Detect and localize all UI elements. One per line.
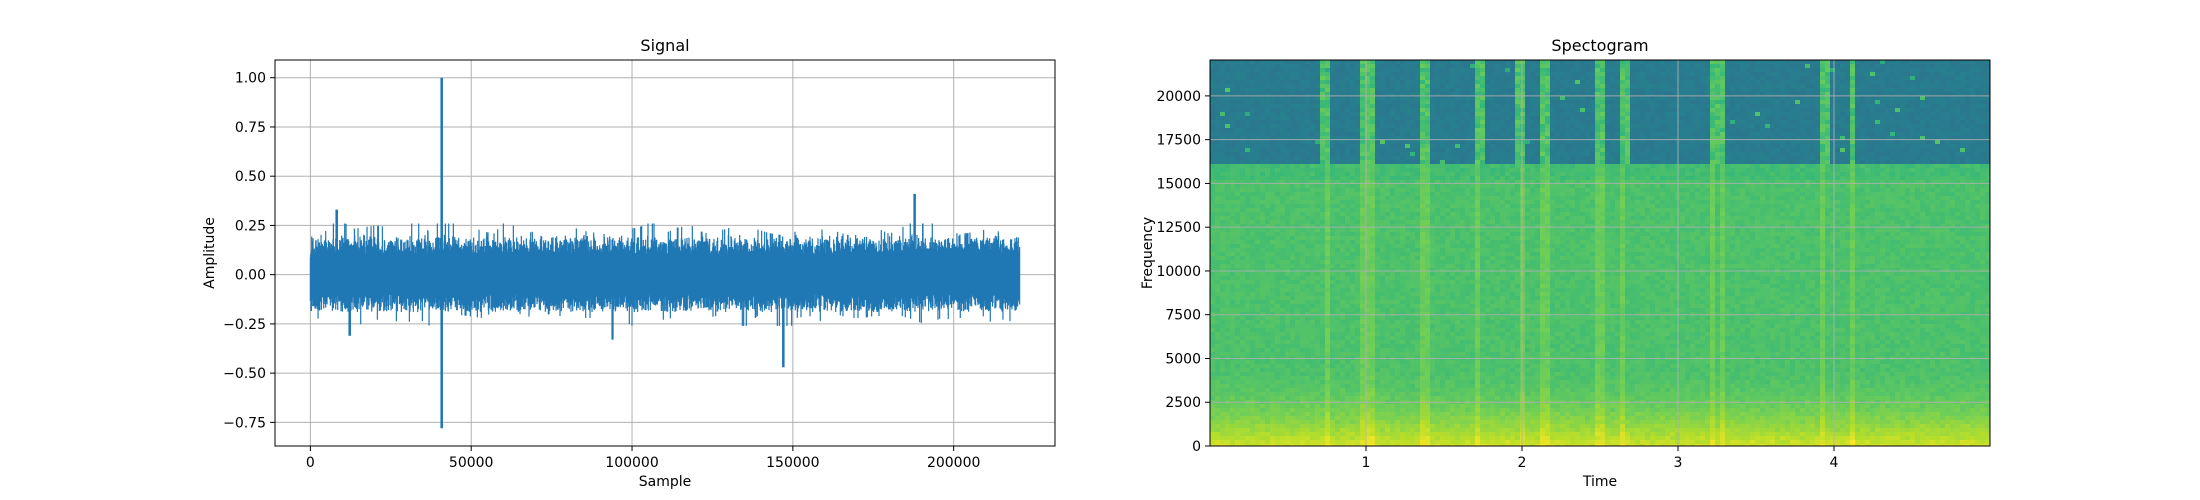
signal-y-tick-label: 0.50 xyxy=(235,169,266,185)
signal-x-tick-label: 50000 xyxy=(449,455,494,471)
spectrogram-x-tick-label: 4 xyxy=(1830,455,1839,471)
spectrogram-y-tick-label: 0 xyxy=(1192,439,1201,455)
signal-y-tick-label: 0.25 xyxy=(235,218,266,234)
signal-y-tick-label: 0.75 xyxy=(235,120,266,136)
spectrogram-y-tick-label: 5000 xyxy=(1165,351,1201,367)
signal-y-label: Amplitude xyxy=(202,217,218,289)
spectrogram-x-tick-label: 1 xyxy=(1362,455,1371,471)
spectrogram-y-tick-label: 2500 xyxy=(1165,395,1201,411)
signal-y-tick-label: −0.50 xyxy=(223,366,266,382)
signal-x-tick-label: 0 xyxy=(306,455,315,471)
spectrogram-title: Spectogram xyxy=(1551,36,1648,55)
signal-y-tick-label: −0.25 xyxy=(223,317,266,333)
spectrogram-y-tick-label: 12500 xyxy=(1156,220,1201,236)
signal-trace xyxy=(309,77,1021,429)
signal-chart: Signal 0 50000 100000 150000 200000 −0.75−0.… xyxy=(202,36,1056,490)
signal-title: Signal xyxy=(640,36,689,55)
spectrogram-x-tick-label: 3 xyxy=(1674,455,1683,471)
spectrogram-x-label: Time xyxy=(1582,474,1617,490)
signal-y-tick-label: 0.00 xyxy=(235,268,266,284)
signal-x-tick-label: 200000 xyxy=(927,455,980,471)
spectrogram-y-tick-label: 7500 xyxy=(1165,308,1201,324)
spectrogram-image xyxy=(1210,60,1990,446)
spectrogram-grid xyxy=(1210,60,1990,447)
spectrogram-y-label: Frequency xyxy=(1140,217,1156,289)
spectrogram-x-tick-label: 2 xyxy=(1518,455,1527,471)
spectrogram-x-axis: 1 2 3 4 xyxy=(1362,446,1839,471)
spectrogram-y-axis: 0 2500 5000 7500 10000 12500 15000 17500 20000 xyxy=(1156,89,1210,455)
spectrogram-y-tick-label: 10000 xyxy=(1156,264,1201,280)
spectrogram-chart: Spectogram 1 2 3 4 0 2500 5000 7500 10000 12500 1… xyxy=(1140,36,1991,490)
spectrogram-plot-frame xyxy=(1209,59,1991,447)
signal-x-tick-label: 150000 xyxy=(766,455,819,471)
signal-line xyxy=(309,77,1021,429)
spectrogram-y-tick-label: 20000 xyxy=(1156,89,1201,105)
spectrogram-y-tick-label: 17500 xyxy=(1156,133,1201,149)
signal-y-axis: −0.75 −0.50 −0.25 0.00 0.25 0.50 0.75 1.00 xyxy=(223,71,275,431)
signal-plot-frame xyxy=(274,59,1056,447)
signal-y-tick-label: 1.00 xyxy=(235,71,266,87)
signal-y-tick-label: −0.75 xyxy=(223,415,266,431)
spectrogram-y-tick-label: 15000 xyxy=(1156,176,1201,192)
signal-x-label: Sample xyxy=(639,474,692,490)
signal-x-tick-label: 100000 xyxy=(605,455,658,471)
signal-x-axis: 0 50000 100000 150000 200000 xyxy=(306,446,980,471)
